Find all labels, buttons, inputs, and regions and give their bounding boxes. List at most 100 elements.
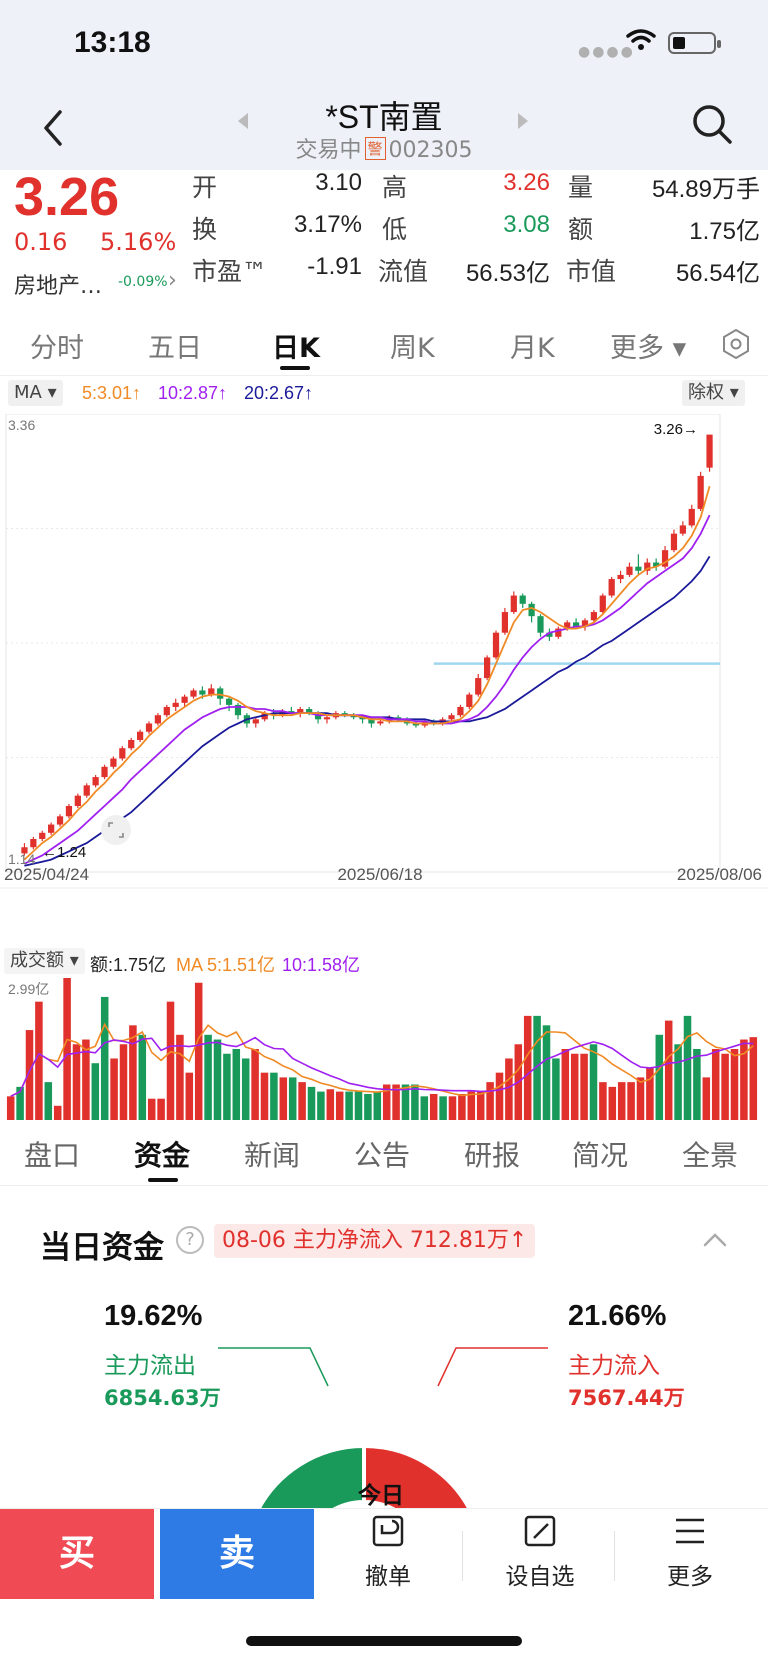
volume-bar bbox=[740, 1039, 748, 1120]
volume-bar bbox=[523, 1015, 532, 1120]
candle-body bbox=[448, 715, 455, 720]
candle-body bbox=[288, 711, 295, 714]
volume-bar bbox=[411, 1084, 419, 1120]
candle-body bbox=[457, 706, 464, 716]
settings-hexagon-icon[interactable] bbox=[720, 328, 752, 360]
tab-announcements[interactable]: 公告 bbox=[354, 1139, 411, 1172]
volume-bar bbox=[345, 1091, 353, 1120]
candle-body bbox=[128, 739, 135, 749]
add-watchlist-button[interactable]: 设自选 bbox=[470, 1513, 610, 1591]
volume-bar bbox=[467, 1091, 476, 1120]
volume-bar bbox=[505, 1058, 513, 1120]
trading-status: 交易中 bbox=[295, 138, 362, 163]
kline-chart[interactable]: 3.36 1.14 3.26→ ←1.24 2025/04/24 2025/06/18 20… bbox=[0, 414, 768, 940]
candle-body bbox=[466, 694, 473, 707]
volume-bar bbox=[552, 1058, 560, 1120]
candle-body bbox=[626, 566, 633, 575]
tab-order-book[interactable]: 盘口 bbox=[24, 1139, 81, 1172]
candle-body bbox=[528, 603, 535, 617]
candle-body bbox=[181, 696, 188, 703]
section-title: 当日资金 bbox=[40, 1230, 164, 1266]
stock-name: *ST南置 bbox=[325, 99, 443, 135]
volume-bar bbox=[439, 1096, 447, 1120]
volume-bar bbox=[476, 1091, 485, 1120]
back-arrow-icon[interactable] bbox=[34, 106, 74, 150]
pe-label: 市盈™ bbox=[192, 257, 268, 286]
candle-body bbox=[48, 824, 55, 833]
previous-stock-icon[interactable] bbox=[236, 112, 250, 130]
help-icon[interactable]: ? bbox=[176, 1226, 204, 1254]
clock: 13:18 bbox=[74, 26, 151, 59]
search-icon[interactable] bbox=[690, 102, 734, 146]
low-value: 3.08 bbox=[503, 211, 550, 238]
candle-body bbox=[350, 715, 357, 718]
volume-label: 量 bbox=[568, 173, 594, 202]
volume-bar bbox=[53, 1105, 62, 1120]
more-button[interactable]: 更多 bbox=[620, 1513, 760, 1591]
candle-body bbox=[546, 632, 553, 637]
tab-weekly-k[interactable]: 周K bbox=[390, 333, 435, 364]
candle-body bbox=[154, 715, 162, 724]
chevron-up-icon[interactable] bbox=[700, 1230, 730, 1250]
tab-research[interactable]: 研报 bbox=[464, 1139, 521, 1172]
ma20-line bbox=[24, 555, 711, 867]
tab-profile[interactable]: 简况 bbox=[572, 1139, 629, 1172]
volume-bar bbox=[185, 1072, 194, 1120]
candle-body bbox=[341, 713, 348, 716]
next-stock-icon[interactable] bbox=[516, 112, 530, 130]
volume-bar bbox=[721, 1053, 729, 1120]
chevron-right-icon[interactable]: › bbox=[168, 268, 177, 293]
candle-body bbox=[39, 832, 46, 839]
volume-bar bbox=[364, 1093, 372, 1120]
warning-badge: 警 bbox=[364, 137, 386, 160]
volume-bar bbox=[176, 1034, 184, 1120]
volume-bar bbox=[25, 1030, 34, 1120]
open-value: 3.10 bbox=[315, 169, 362, 196]
price-change: 0.16 bbox=[14, 228, 68, 256]
volume-bar bbox=[580, 1053, 588, 1120]
volume-bar bbox=[223, 1053, 231, 1120]
volume-bar bbox=[373, 1091, 382, 1120]
cancel-order-button[interactable]: 撤单 bbox=[318, 1513, 458, 1591]
edit-icon bbox=[524, 1515, 556, 1547]
tab-news[interactable]: 新闻 bbox=[244, 1139, 301, 1172]
volume-bar bbox=[646, 1067, 654, 1120]
tab-five-day[interactable]: 五日 bbox=[148, 333, 202, 364]
sector-link[interactable]: 房地产… bbox=[14, 274, 103, 299]
tab-more[interactable]: 更多 ▾ bbox=[610, 333, 687, 364]
candle-body bbox=[475, 678, 482, 695]
volume-bar bbox=[270, 1072, 278, 1120]
candle-body bbox=[617, 574, 624, 580]
inflow-label: 主力流入 bbox=[568, 1353, 660, 1379]
fund-flow-donut bbox=[255, 1443, 473, 1510]
tab-fund-flow[interactable]: 资金 bbox=[134, 1139, 191, 1172]
candle-body bbox=[163, 706, 170, 716]
candle-body bbox=[137, 731, 144, 740]
volume-ma10: 10:1.58亿 bbox=[282, 955, 361, 975]
adjust-select[interactable]: 除权 ▾ bbox=[682, 380, 745, 406]
candle-body bbox=[270, 713, 277, 716]
expand-icon[interactable] bbox=[101, 815, 131, 845]
active-tab-underline bbox=[148, 1178, 178, 1182]
candle-body bbox=[314, 713, 322, 720]
volume-bar bbox=[589, 1044, 598, 1120]
volume-bar bbox=[166, 1001, 175, 1120]
tab-intraday[interactable]: 分时 bbox=[30, 333, 84, 364]
volume-bar bbox=[317, 1091, 325, 1120]
volume-indicator-select[interactable]: 成交额 ▾ bbox=[4, 948, 85, 974]
volume-bar bbox=[561, 1049, 570, 1120]
indicator-select[interactable]: MA ▾ bbox=[8, 380, 63, 406]
volume-chart: 2.99亿 bbox=[6, 978, 758, 1120]
tab-overview[interactable]: 全景 bbox=[682, 1139, 739, 1172]
more-label: 更多 bbox=[667, 1564, 713, 1590]
tab-monthly-k[interactable]: 月K bbox=[510, 333, 555, 364]
ma10-value: 10:2.87↑ bbox=[158, 383, 228, 403]
buy-button[interactable]: 买 bbox=[0, 1509, 154, 1599]
sell-button[interactable]: 卖 bbox=[160, 1509, 314, 1599]
volume-bar bbox=[213, 1039, 222, 1120]
tab-daily-k[interactable]: 日K bbox=[272, 333, 320, 364]
pe-value: -1.91 bbox=[307, 253, 362, 280]
volume-bar bbox=[6, 1096, 15, 1120]
volume-bar bbox=[241, 1058, 250, 1120]
volume-bar bbox=[702, 1077, 711, 1120]
